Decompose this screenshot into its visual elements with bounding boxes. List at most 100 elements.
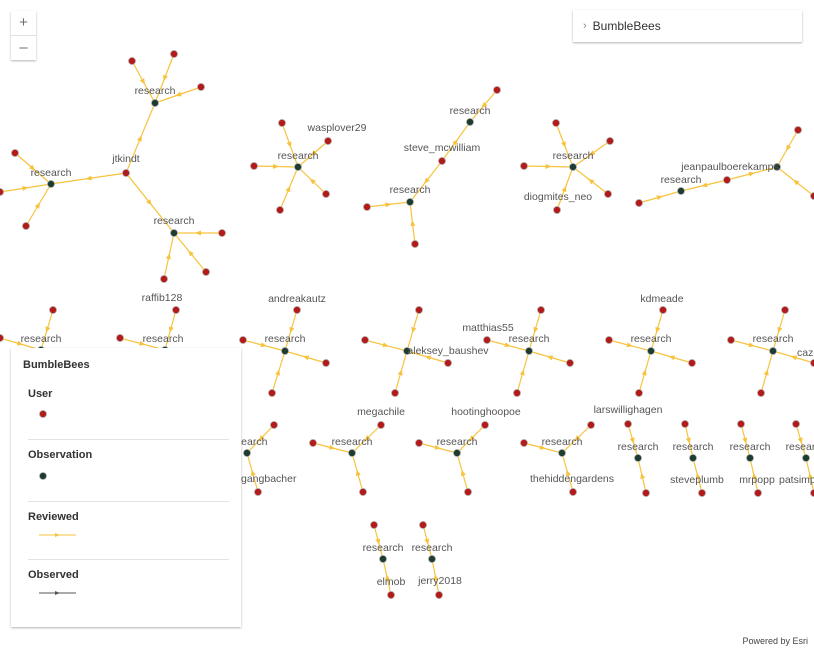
reviewed-edge[interactable] bbox=[409, 201, 416, 245]
user-node[interactable] bbox=[169, 50, 178, 59]
observation-node[interactable] bbox=[150, 99, 159, 108]
reviewed-edge[interactable] bbox=[297, 166, 327, 195]
observation-node[interactable] bbox=[773, 162, 782, 171]
user-node[interactable] bbox=[698, 488, 707, 497]
reviewed-edge[interactable] bbox=[523, 163, 574, 169]
user-node[interactable] bbox=[587, 420, 596, 429]
user-node[interactable] bbox=[386, 591, 395, 600]
user-node[interactable] bbox=[480, 420, 489, 429]
user-node[interactable] bbox=[308, 438, 317, 447]
reviewed-edge[interactable] bbox=[131, 60, 156, 104]
reviewed-edge[interactable] bbox=[608, 339, 652, 352]
user-node[interactable] bbox=[513, 388, 522, 397]
reviewed-edge[interactable] bbox=[772, 350, 814, 364]
reviewed-edge[interactable] bbox=[364, 339, 408, 352]
reviewed-edge[interactable] bbox=[173, 232, 207, 273]
user-node[interactable] bbox=[410, 239, 419, 248]
user-node[interactable] bbox=[635, 388, 644, 397]
reviewed-edge[interactable] bbox=[795, 423, 807, 459]
reviewed-edge[interactable] bbox=[279, 166, 299, 211]
user-node[interactable] bbox=[171, 305, 180, 314]
reviewed-edge[interactable] bbox=[284, 309, 298, 352]
user-node[interactable] bbox=[635, 198, 644, 207]
user-node[interactable] bbox=[116, 333, 125, 342]
reviewed-edge[interactable] bbox=[572, 140, 611, 168]
reviewed-edge[interactable] bbox=[0, 183, 52, 193]
reviewed-edge[interactable] bbox=[382, 558, 392, 596]
reviewed-edge[interactable] bbox=[125, 172, 175, 234]
reviewed-edge[interactable] bbox=[740, 423, 751, 459]
observation-node[interactable] bbox=[647, 346, 656, 355]
reviewed-edge[interactable] bbox=[469, 89, 498, 123]
user-node[interactable] bbox=[249, 161, 258, 170]
user-node[interactable] bbox=[604, 189, 613, 198]
user-node[interactable] bbox=[624, 419, 633, 428]
user-node[interactable] bbox=[369, 521, 378, 530]
observation-node[interactable] bbox=[677, 186, 686, 195]
reviewed-edge[interactable] bbox=[246, 424, 275, 454]
user-node[interactable] bbox=[390, 388, 399, 397]
user-node[interactable] bbox=[605, 335, 614, 344]
user-node[interactable] bbox=[275, 205, 284, 214]
user-node[interactable] bbox=[127, 57, 136, 66]
user-node[interactable] bbox=[754, 488, 763, 497]
user-node[interactable] bbox=[552, 119, 561, 128]
reviewed-edge[interactable] bbox=[726, 166, 778, 181]
reviewed-edge[interactable] bbox=[242, 339, 286, 352]
user-node[interactable] bbox=[492, 86, 501, 95]
reviewed-edge[interactable] bbox=[638, 190, 682, 204]
user-node[interactable] bbox=[238, 335, 247, 344]
reviewed-edge[interactable] bbox=[772, 309, 786, 352]
user-node[interactable] bbox=[553, 205, 562, 214]
user-node[interactable] bbox=[418, 521, 427, 530]
user-node[interactable] bbox=[642, 488, 651, 497]
observation-node[interactable] bbox=[47, 179, 56, 188]
observation-node[interactable] bbox=[280, 346, 289, 355]
reviewed-edge[interactable] bbox=[174, 230, 222, 236]
observation-node[interactable] bbox=[465, 118, 474, 127]
observation-node[interactable] bbox=[689, 453, 698, 462]
reviewed-edge[interactable] bbox=[692, 457, 703, 494]
observation-node[interactable] bbox=[769, 346, 778, 355]
reviewed-edge[interactable] bbox=[246, 452, 259, 493]
user-node[interactable] bbox=[681, 419, 690, 428]
user-node[interactable] bbox=[810, 359, 814, 367]
user-node[interactable] bbox=[49, 305, 58, 314]
reviewed-edge[interactable] bbox=[281, 122, 299, 168]
user-node[interactable] bbox=[781, 305, 790, 314]
reviewed-edge[interactable] bbox=[572, 166, 609, 195]
reviewed-edge[interactable] bbox=[14, 152, 52, 185]
observation-node[interactable] bbox=[525, 346, 534, 355]
reviewed-edge[interactable] bbox=[638, 350, 652, 394]
observation-node[interactable] bbox=[169, 228, 178, 237]
reviewed-edge[interactable] bbox=[516, 350, 530, 394]
reviewed-edge[interactable] bbox=[650, 350, 693, 364]
user-node[interactable] bbox=[292, 305, 301, 314]
chevron-right-icon[interactable]: › bbox=[583, 20, 587, 32]
observation-node[interactable] bbox=[405, 197, 414, 206]
reviewed-edge[interactable] bbox=[555, 122, 574, 168]
user-node[interactable] bbox=[606, 136, 615, 145]
user-node[interactable] bbox=[757, 388, 766, 397]
user-node[interactable] bbox=[688, 358, 697, 367]
user-node[interactable] bbox=[321, 358, 330, 367]
user-node[interactable] bbox=[217, 228, 226, 237]
attribution[interactable]: Powered by Esri bbox=[742, 636, 808, 646]
reviewed-edge[interactable] bbox=[366, 201, 411, 208]
observation-node[interactable] bbox=[378, 555, 387, 564]
observation-node[interactable] bbox=[558, 448, 567, 457]
reviewed-edge[interactable] bbox=[456, 452, 469, 493]
reviewed-edge[interactable] bbox=[422, 524, 433, 560]
observation-node[interactable] bbox=[802, 453, 811, 462]
zoom-out-button[interactable]: – bbox=[11, 35, 36, 60]
user-node[interactable] bbox=[196, 83, 205, 92]
reviewed-edge[interactable] bbox=[406, 350, 449, 364]
user-node[interactable] bbox=[269, 420, 278, 429]
user-node[interactable] bbox=[659, 305, 668, 314]
user-node[interactable] bbox=[362, 202, 371, 211]
reviewed-edge[interactable] bbox=[684, 423, 694, 459]
reviewed-edge[interactable] bbox=[528, 350, 571, 364]
user-node[interactable] bbox=[323, 136, 332, 145]
user-node[interactable] bbox=[434, 591, 443, 600]
